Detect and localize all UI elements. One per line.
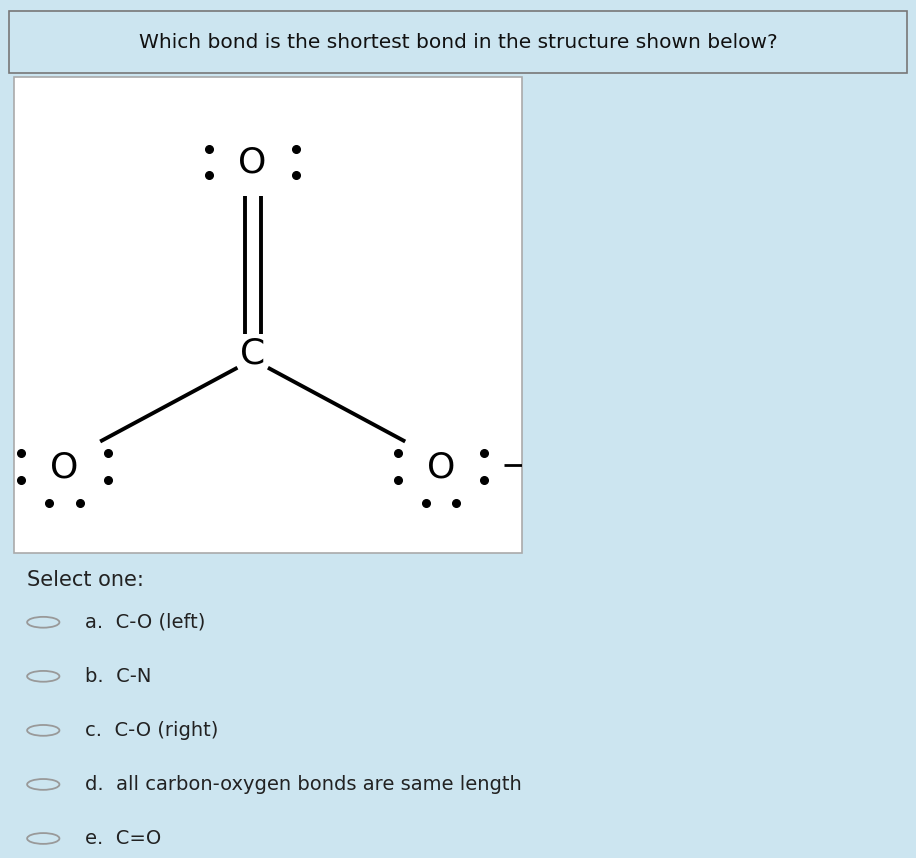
Circle shape [27, 725, 60, 736]
Text: Select one:: Select one: [27, 570, 144, 589]
Text: a.  C-O (left): a. C-O (left) [85, 613, 206, 631]
Text: e.  C=O: e. C=O [85, 829, 162, 848]
Circle shape [27, 833, 60, 844]
Text: Which bond is the shortest bond in the structure shown below?: Which bond is the shortest bond in the s… [138, 33, 778, 51]
Text: d.  all carbon-oxygen bonds are same length: d. all carbon-oxygen bonds are same leng… [85, 775, 522, 794]
Circle shape [27, 671, 60, 682]
Circle shape [27, 779, 60, 790]
Text: C: C [240, 336, 266, 371]
Text: b.  C-N: b. C-N [85, 667, 152, 686]
Text: c.  C-O (right): c. C-O (right) [85, 721, 219, 740]
FancyBboxPatch shape [14, 77, 522, 553]
Text: O: O [238, 146, 267, 180]
Text: O: O [427, 450, 455, 485]
Text: O: O [50, 450, 79, 485]
Circle shape [27, 617, 60, 628]
FancyBboxPatch shape [9, 11, 907, 73]
